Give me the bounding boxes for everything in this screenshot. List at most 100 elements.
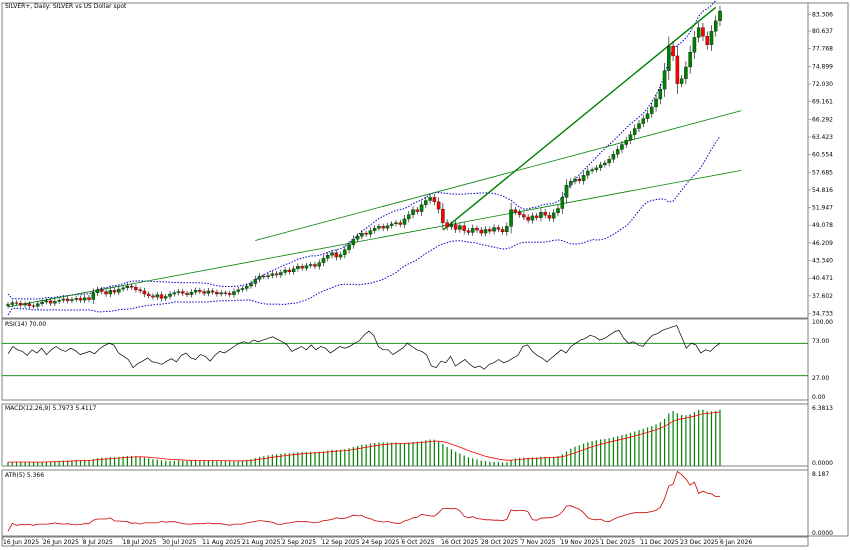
candle-body xyxy=(522,214,526,218)
atr-pane[interactable] xyxy=(7,470,720,532)
price-tick-label: 66.292 xyxy=(812,116,833,123)
candle-body xyxy=(100,289,104,292)
candle-body xyxy=(654,98,658,108)
atr-top-tick: 8.187 xyxy=(812,471,829,478)
price-tick-label: 49.078 xyxy=(812,222,833,229)
date-tick-label: 24 Sep 2025 xyxy=(362,539,400,546)
candle-body xyxy=(564,184,569,198)
candle-body xyxy=(338,254,343,258)
date-tick-label: 11 Aug 2025 xyxy=(202,539,241,546)
date-tick-label: 2 Sep 2025 xyxy=(282,539,316,546)
candle-body xyxy=(223,292,228,294)
candle-body xyxy=(142,290,147,295)
date-tick-label: 28 Oct 2025 xyxy=(481,539,518,546)
candle-body xyxy=(249,283,253,287)
date-tick-label: 16 Oct 2025 xyxy=(441,539,478,546)
candle-body xyxy=(125,285,130,289)
date-tick-label: 19 Nov 2025 xyxy=(561,539,600,546)
candle-body xyxy=(453,224,458,230)
candle-body xyxy=(330,252,334,256)
price-tick-label: 80.637 xyxy=(812,28,833,35)
candle-body xyxy=(407,214,411,220)
price-tick-label: 74.899 xyxy=(812,63,833,70)
candle-body xyxy=(36,303,40,307)
candle-body xyxy=(479,229,483,234)
candle-body xyxy=(74,298,78,300)
price-tick-label: 37.602 xyxy=(812,293,833,300)
candle-body xyxy=(61,298,66,301)
candle-body xyxy=(462,225,466,231)
candle-body xyxy=(372,228,377,231)
candle-body xyxy=(696,27,701,38)
candle-body xyxy=(701,27,705,37)
price-tick-label: 83.306 xyxy=(812,12,833,19)
candle-body xyxy=(296,266,300,269)
pane-frame xyxy=(1,469,809,537)
candle-body xyxy=(121,287,125,290)
candle-body xyxy=(317,262,321,267)
candle-body xyxy=(505,226,509,233)
candle-body xyxy=(419,204,424,212)
candle-body xyxy=(658,88,663,100)
candle-body xyxy=(628,134,633,141)
candle-body xyxy=(270,273,275,276)
price-axis-frame xyxy=(807,2,849,537)
candle-body xyxy=(428,197,432,201)
candle-body xyxy=(53,301,57,304)
rsi-tick-label: 73.00 xyxy=(812,338,829,345)
candle-body xyxy=(48,300,53,304)
candle-body xyxy=(78,298,83,301)
candle-body xyxy=(492,227,496,232)
rsi-line xyxy=(7,325,721,370)
rsi-pane[interactable] xyxy=(2,325,808,377)
price-pane[interactable] xyxy=(6,0,742,316)
candle-body xyxy=(573,178,577,182)
rsi-label: RSI(14) 70.00 xyxy=(5,321,46,328)
candle-body xyxy=(705,36,709,45)
candle-body xyxy=(40,301,44,304)
price-tick-label: 60.554 xyxy=(812,152,833,159)
date-tick-label: 26 Jun 2025 xyxy=(43,539,79,546)
candle-body xyxy=(594,167,599,170)
candle-body xyxy=(257,276,262,280)
candle-body xyxy=(19,303,23,306)
candle-body xyxy=(547,215,552,219)
candle-body xyxy=(31,305,36,307)
candle-body xyxy=(441,208,445,223)
chart-title: SILVER+, Daily: SILVER vs US Dollar spot xyxy=(5,3,127,10)
candle-body xyxy=(198,290,202,292)
candle-body xyxy=(586,170,590,176)
candle-body xyxy=(530,215,535,221)
price-tick-label: 43.340 xyxy=(812,258,833,265)
macd-bottom-tick: 0.0000 xyxy=(812,460,833,467)
candle-body xyxy=(70,299,74,301)
channel-lower-line xyxy=(7,169,742,308)
candle-body xyxy=(23,303,27,306)
candle-body xyxy=(590,169,594,172)
candle-body xyxy=(57,300,61,302)
candle-body xyxy=(206,290,211,294)
date-tick-label: 18 Jul 2025 xyxy=(123,539,157,546)
candle-body xyxy=(436,201,441,210)
candle-body xyxy=(650,106,654,114)
date-tick-label: 16 Jun 2025 xyxy=(3,539,39,546)
candle-body xyxy=(577,178,582,181)
candle-body xyxy=(112,290,117,293)
candle-body xyxy=(488,229,492,232)
candle-body xyxy=(104,291,108,295)
macd-signal-line xyxy=(8,411,721,463)
candle-body xyxy=(551,212,556,219)
candle-body xyxy=(227,293,232,295)
macd-pane[interactable] xyxy=(7,409,721,466)
rsi-tick-label: 27.00 xyxy=(812,375,829,382)
candle-body xyxy=(185,293,189,295)
candle-body xyxy=(513,209,518,213)
atr-bottom-tick: 0.0000 xyxy=(812,530,833,537)
candle-body xyxy=(534,215,539,218)
rsi-tick-label: 0.00 xyxy=(812,394,826,401)
date-tick-label: 21 Aug 2025 xyxy=(242,539,281,546)
price-tick-label: 77.768 xyxy=(812,46,833,53)
trendlines[interactable] xyxy=(7,6,742,308)
